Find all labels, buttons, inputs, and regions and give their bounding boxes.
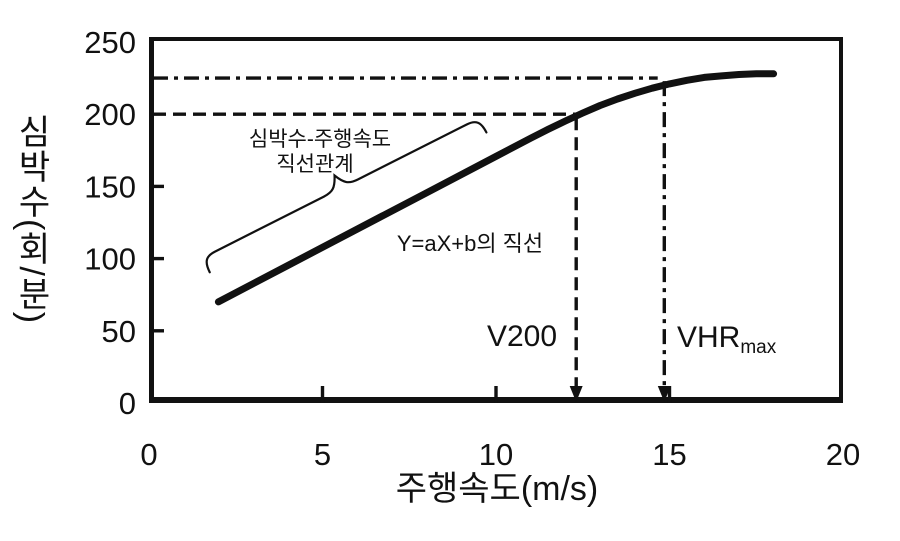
y-tick-150: 150: [84, 169, 136, 204]
brace-annotation-line2: 직선관계: [276, 153, 353, 176]
y-tick-100: 100: [84, 242, 136, 277]
x-tick-15: 15: [652, 437, 686, 472]
x-tick-0: 0: [140, 437, 157, 472]
y-axis-title: 심박수(회/분): [12, 114, 50, 325]
x-tick-5: 5: [314, 437, 331, 472]
y-tick-250: 250: [84, 25, 136, 60]
y-axis-ticks: [151, 184, 164, 333]
y-tick-labels: 0 50 100 150 200 250: [84, 25, 136, 421]
x-axis-title: 주행속도(m/s): [396, 470, 599, 508]
vhrmax-label: VHRmax: [677, 321, 777, 358]
vhrmax-label-main: VHR: [677, 321, 740, 354]
y-tick-50: 50: [102, 314, 136, 349]
x-tick-20: 20: [826, 437, 860, 472]
vhrmax-label-sub: max: [740, 337, 776, 358]
linear-segment-brace: [205, 121, 488, 274]
formula-annotation: Y=aX+b의 직선: [397, 231, 543, 256]
x-tick-labels: 0 5 10 15 20: [140, 437, 860, 472]
y-tick-200: 200: [84, 97, 136, 132]
v200-arrowhead: [569, 386, 583, 402]
brace-annotation-line1: 심박수-주행속도: [249, 128, 391, 151]
x-tick-10: 10: [479, 437, 513, 472]
vhrmax-arrowhead: [657, 386, 671, 402]
y-tick-0: 0: [119, 386, 136, 421]
heart-rate-curve: [214, 70, 778, 306]
v200-label: V200: [487, 320, 557, 353]
